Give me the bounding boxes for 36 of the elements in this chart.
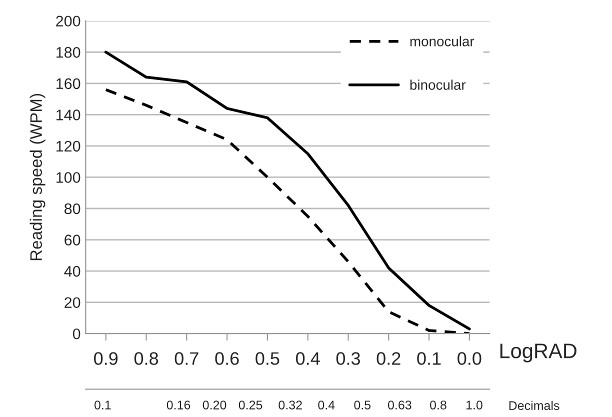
- x-tick-label: 0.8: [134, 352, 158, 365]
- x-tick-label: 0.7: [174, 352, 198, 365]
- x2-tick-label: 0.4: [318, 400, 335, 410]
- x2-tick-label: 0.20: [202, 400, 226, 410]
- x2-tick-label: 0.5: [354, 400, 371, 410]
- x-axis-title: LogRAD: [500, 344, 576, 362]
- y-tick-label: 20: [64, 297, 80, 308]
- y-tick-label: 80: [64, 203, 80, 214]
- y-tick-label: 100: [56, 172, 80, 183]
- x-tick-label: 0.5: [256, 352, 280, 365]
- y-tick-label: 200: [56, 16, 80, 27]
- y-tick-label: 60: [64, 234, 80, 246]
- x-tick-label: 0.2: [376, 352, 400, 365]
- x-tick-label: 0.3: [336, 352, 360, 365]
- x2-tick-label: 0.16: [166, 400, 190, 410]
- x-tick-label: 0.0: [458, 352, 482, 365]
- x-tick-label: 0.1: [417, 352, 441, 365]
- x2-tick-label: 1.0: [466, 400, 482, 410]
- y-axis-title: Reading speed (WPM): [30, 94, 46, 260]
- x-tick-label: 0.4: [296, 352, 320, 365]
- y-tick-label: 40: [64, 266, 80, 277]
- x2-tick-label: 0.63: [388, 400, 412, 410]
- x-tick-label: 0.6: [215, 352, 239, 365]
- y-tick-label: 0: [72, 328, 80, 340]
- legend-label: monocular: [410, 36, 474, 46]
- x2-tick-label: 0.8: [430, 400, 446, 410]
- x2-tick-label: 0.32: [278, 400, 302, 410]
- x2-tick-label: 0.25: [238, 400, 262, 410]
- y-tick-label: 180: [56, 46, 80, 58]
- y-tick-label: 120: [56, 140, 80, 152]
- x-tick-label: 0.9: [94, 352, 118, 365]
- x2-tick-label: 0.1: [94, 400, 111, 410]
- y-tick-label: 140: [56, 110, 80, 120]
- y-tick-label: 160: [56, 78, 80, 90]
- legend-label: binocular: [410, 80, 466, 90]
- x2-axis-title: Decimals: [509, 400, 560, 410]
